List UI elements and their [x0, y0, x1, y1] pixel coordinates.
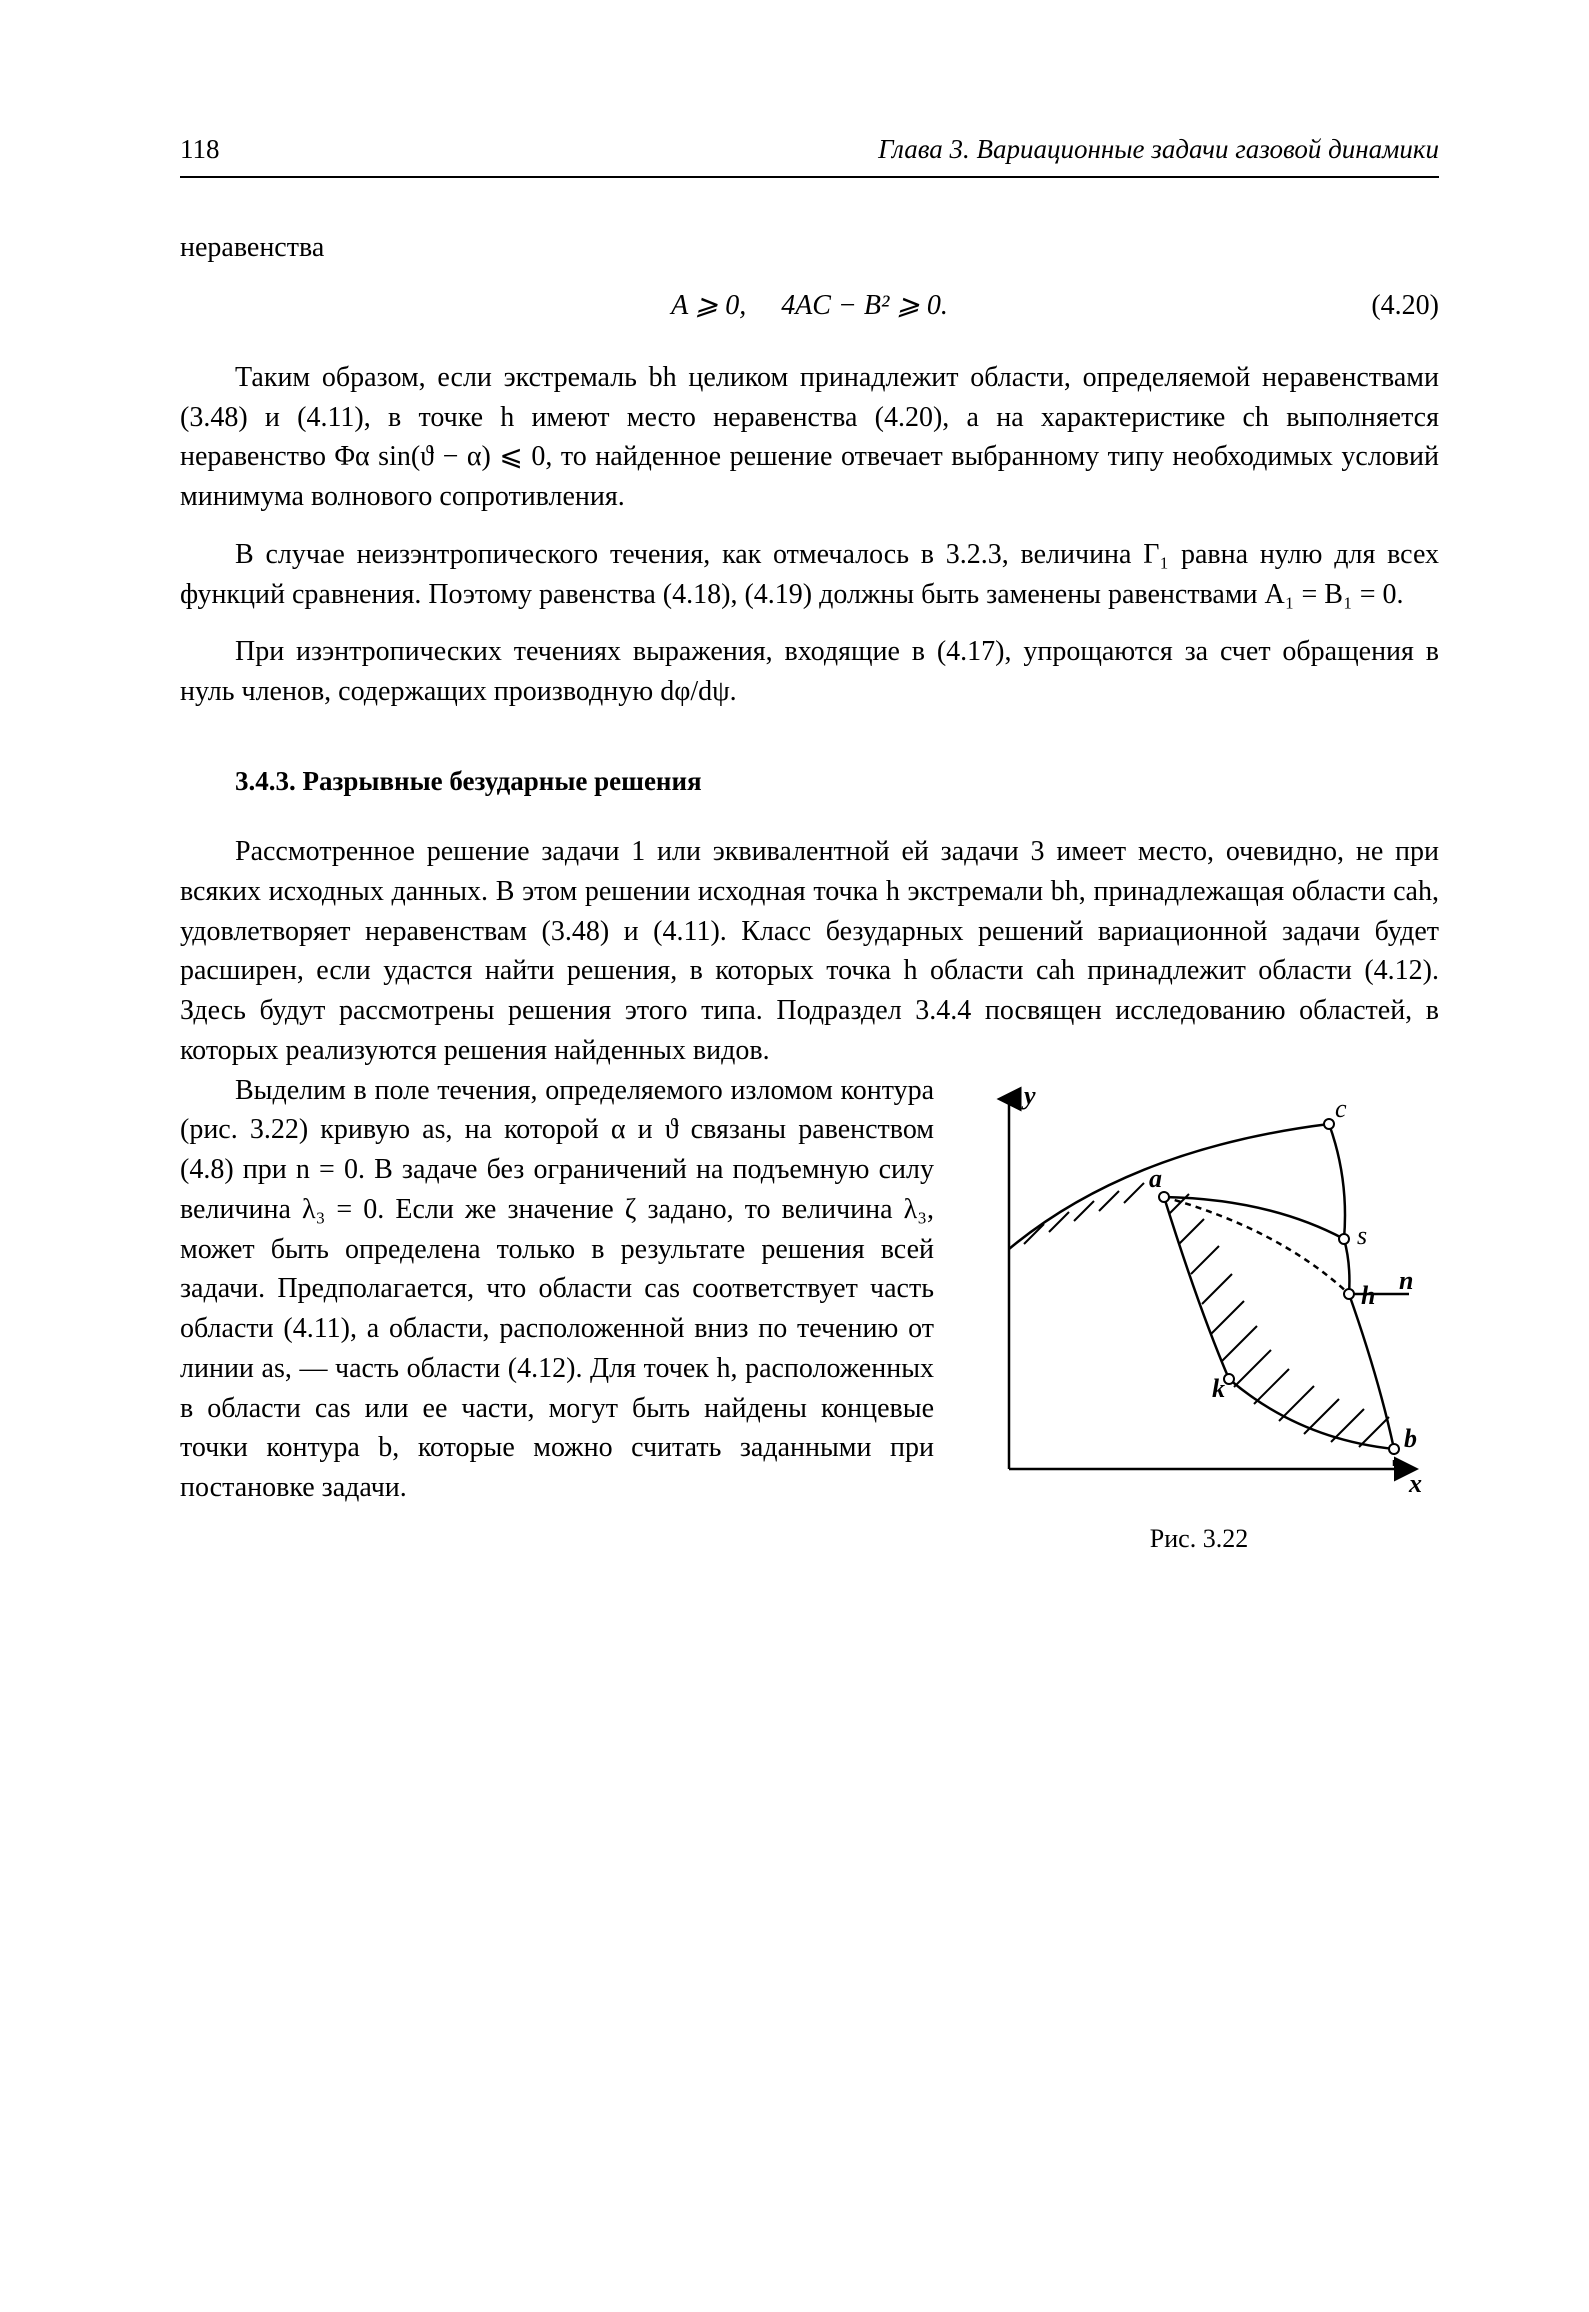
label-c: c	[1335, 1094, 1347, 1123]
text-figure-wrap: y x c a s h n k b Рис. 3.22 Выделим в по…	[180, 1071, 1439, 1558]
paragraph-2: Таким образом, если экстремаль bh целико…	[180, 358, 1439, 517]
equation-content: A ⩾ 0, 4AC − B² ⩾ 0.	[671, 286, 948, 326]
paragraph-4: При изэнтропических течениях выражения, …	[180, 632, 1439, 712]
equation-number: (4.20)	[1371, 286, 1439, 326]
equation-4-20: A ⩾ 0, 4AC − B² ⩾ 0. (4.20)	[180, 286, 1439, 326]
paragraph-3: В случае неизэнтропического течения, как…	[180, 535, 1439, 615]
page-number: 118	[180, 130, 220, 168]
figure-caption: Рис. 3.22	[959, 1521, 1439, 1558]
figure-3-22: y x c a s h n k b Рис. 3.22	[959, 1079, 1439, 1558]
label-y: y	[1021, 1081, 1036, 1110]
label-h: h	[1361, 1281, 1375, 1310]
chapter-title: Глава 3. Вариационные задачи газовой дин…	[878, 130, 1439, 168]
label-k: k	[1212, 1374, 1225, 1403]
label-s: s	[1357, 1221, 1367, 1250]
label-b: b	[1404, 1424, 1417, 1453]
paragraph-lead: неравенства	[180, 228, 1439, 268]
figure-svg: y x c a s h n k b	[969, 1079, 1429, 1509]
section-title-3-4-3: 3.4.3. Разрывные безударные решения	[235, 762, 1439, 800]
paragraph-5: Рассмотренное решение задачи 1 или эквив…	[180, 832, 1439, 1071]
label-x: x	[1408, 1469, 1422, 1498]
label-n: n	[1399, 1266, 1413, 1295]
page-header: 118 Глава 3. Вариационные задачи газовой…	[180, 130, 1439, 178]
label-a: a	[1149, 1164, 1162, 1193]
